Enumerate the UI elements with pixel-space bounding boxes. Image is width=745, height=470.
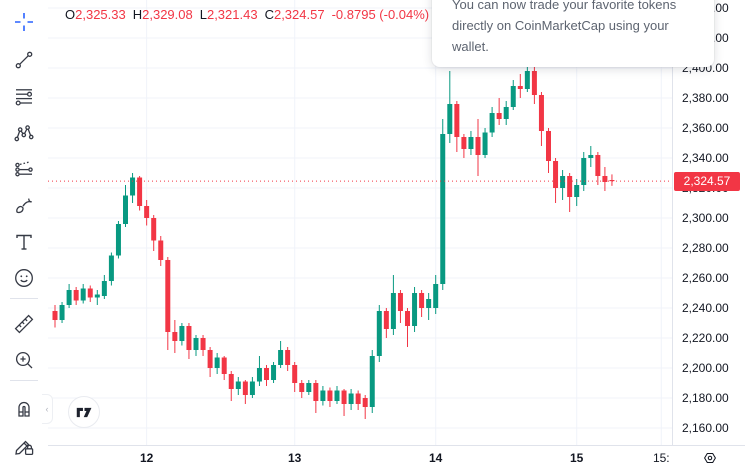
long-short-position-icon [15,161,33,177]
price-axis-label: 2,180.00 [682,391,729,405]
toolbar-divider [10,298,38,299]
magnet-icon [18,401,30,417]
xabcd-pattern-tool-button[interactable] [8,117,40,149]
pencil-lock-icon [15,440,34,456]
toolbar-divider [10,380,38,381]
long-short-position-tool-button[interactable] [8,153,40,185]
xabcd-pattern-icon [14,125,34,142]
ohlc-legend: O2,325.33 H2,329.08 L2,321.43 C2,324.57 … [65,7,429,22]
legend-change: -0.8795 (-0.04%) [331,7,430,22]
crosshair-tool-button[interactable] [8,6,40,38]
settings-hexagon-icon [704,452,716,464]
text-icon [16,234,32,250]
magnet-tool-button[interactable] [8,392,40,424]
trend-line-tool-button[interactable] [8,44,40,76]
brush-icon [16,198,32,214]
ruler-icon [14,314,34,334]
time-axis-label: 13 [288,451,302,465]
emoji-tool-button[interactable] [8,262,40,294]
legend-open: O2,325.33 [65,7,126,22]
zoom-in-icon [15,351,33,369]
tradingview-logo-icon [76,407,91,417]
time-axis-label: 15 [570,451,584,465]
price-axis-label: 2,300.00 [682,211,729,225]
zoom-in-tool-button[interactable] [8,344,40,376]
trend-line-icon [15,51,33,69]
price-axis-label: 2,340.00 [682,151,729,165]
horizontal-lines-icon [15,89,33,106]
time-axis-label: 12 [139,451,154,465]
legend-close: C2,324.57 [264,7,325,22]
price-axis-label: 2,240.00 [682,301,729,315]
brush-tool-button[interactable] [8,189,40,221]
price-axis-label: 2,280.00 [682,241,729,255]
price-axis-label: 2,160.00 [682,421,729,435]
measure-tool-button[interactable] [8,308,40,340]
horizontal-lines-tool-button[interactable] [8,81,40,113]
price-axis-label: 2,380.00 [682,91,729,105]
price-axis-label: 2,360.00 [682,121,729,135]
toolbar-collapse-handle[interactable]: ‹ [42,394,53,424]
wallet-promo-tooltip: You can now trade your favorite tokens d… [432,0,714,67]
legend-low: L2,321.43 [199,7,258,22]
price-axis-label: 2,220.00 [682,331,729,345]
price-axis-label: 2,200.00 [682,361,729,375]
wallet-promo-text: You can now trade your favorite tokens d… [452,0,677,54]
emoji-icon [15,269,33,287]
time-axis-label: 15: [652,451,670,465]
time-axis[interactable]: 12 13 14 15 15: [48,445,745,470]
current-price-tag: 2,324.57 [674,171,740,191]
drawing-toolbar [0,0,48,470]
legend-high: H2,329.08 [132,7,193,22]
crosshair-icon [15,13,33,31]
drawing-mode-lock-button[interactable] [8,430,40,462]
tradingview-logo[interactable] [68,396,100,428]
time-axis-label: 14 [429,451,443,465]
text-tool-button[interactable] [8,226,40,258]
price-axis-label: 2,260.00 [682,271,729,285]
chart-settings-button[interactable] [700,449,720,469]
